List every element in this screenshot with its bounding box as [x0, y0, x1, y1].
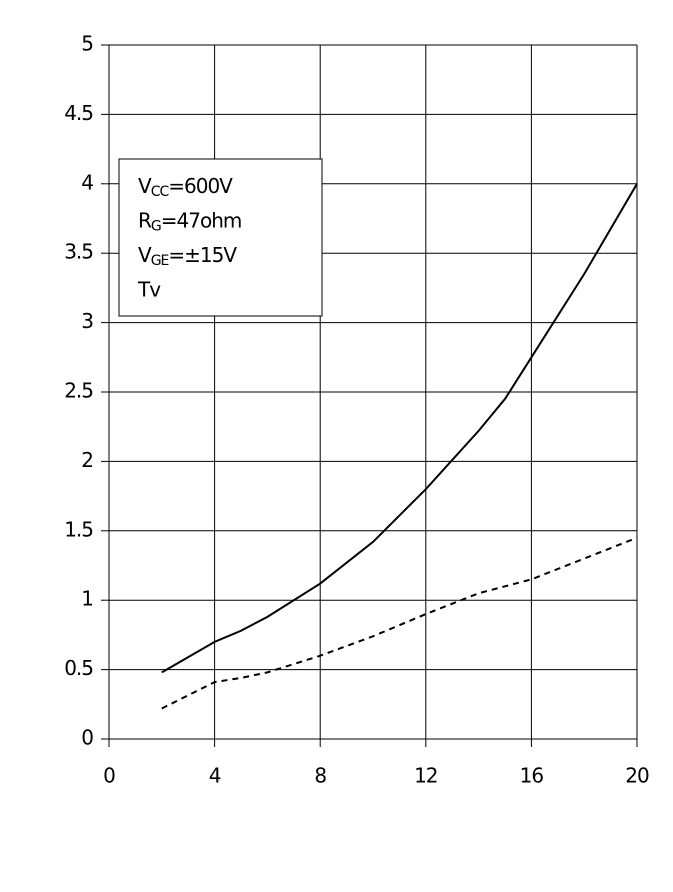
- data-line: [161, 183, 638, 674]
- x-tick-label: 0: [103, 764, 115, 788]
- annotation-text: =600V: [168, 174, 233, 198]
- data-line: [161, 536, 638, 710]
- y-tick-label: 0: [81, 726, 93, 750]
- annotation-text: G: [151, 219, 161, 235]
- y-tick-label: 2.5: [64, 379, 93, 403]
- y-tick-label: 3.5: [64, 240, 93, 264]
- annotation-text: =±15V: [168, 243, 237, 267]
- x-tick-label: 12: [414, 764, 437, 788]
- annotation-line: VCC=600V: [138, 174, 233, 201]
- annotation-line: Tv: [137, 277, 161, 301]
- y-tick-label: 5: [81, 32, 93, 56]
- x-tick-label: 20: [625, 764, 649, 788]
- annotation-text: Tv: [137, 277, 161, 301]
- annotation-text: V: [138, 174, 152, 198]
- y-tick-label: 1.5: [64, 517, 93, 541]
- annotation-text: GE: [151, 253, 169, 269]
- x-tick-label: 16: [520, 764, 544, 788]
- annotation-text: R: [138, 208, 152, 232]
- y-tick-label: 0.5: [64, 656, 93, 680]
- y-tick-label: 1: [81, 587, 93, 611]
- y-tick-label: 2: [81, 448, 93, 472]
- x-tick-label: 4: [209, 764, 221, 788]
- annotation-box: [118, 158, 323, 317]
- annotation-text: CC: [151, 184, 170, 200]
- y-tick-label: 4.5: [64, 101, 93, 125]
- annotation-line: VGE=±15V: [138, 243, 237, 270]
- x-tick-label: 8: [314, 764, 326, 788]
- y-tick-label: 3: [81, 309, 93, 333]
- annotation-text: =47ohm: [161, 208, 242, 232]
- y-tick-label: 4: [81, 170, 93, 194]
- annotation-text: V: [138, 243, 152, 267]
- annotation-line: RG=47ohm: [138, 208, 241, 235]
